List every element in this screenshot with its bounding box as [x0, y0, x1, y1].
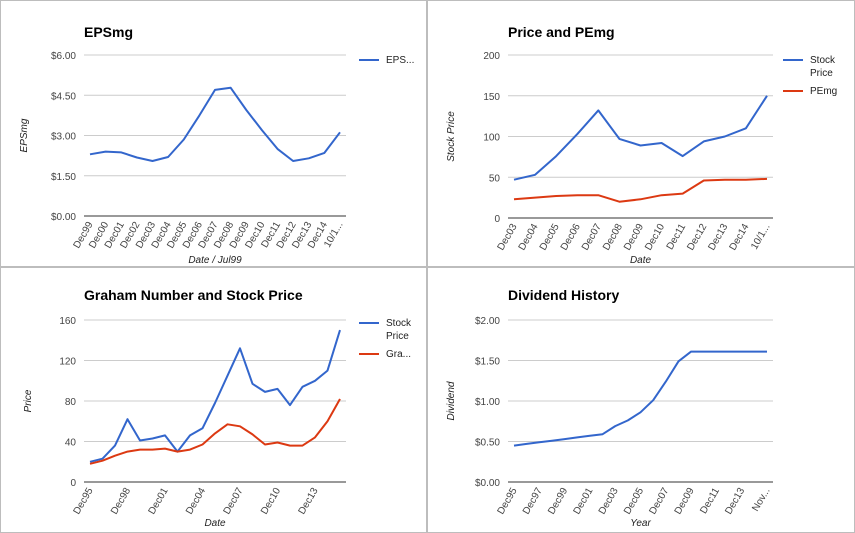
x-tick-label: Dec05 [622, 486, 646, 517]
chart-title: EPSmg [84, 24, 133, 40]
chart-title: Price and PEmg [508, 24, 615, 40]
y-tick-label: $1.00 [475, 397, 500, 408]
y-tick-label: 0 [494, 214, 500, 225]
x-axis-title: Date [630, 255, 652, 266]
series-line-0 [89, 86, 341, 162]
x-tick-label: Dec07 [647, 486, 671, 517]
y-tick-label: $1.50 [475, 357, 500, 368]
x-tick-label: Dec13 [297, 486, 321, 517]
x-tick-label: Dec10 [259, 486, 283, 517]
x-tick-label: Dec07 [222, 486, 246, 517]
y-tick-label: 150 [483, 92, 500, 103]
y-tick-label: $0.00 [51, 212, 76, 223]
x-tick-label: Dec03 [496, 222, 520, 253]
legend-label-0: Stock Price [386, 318, 412, 342]
x-tick-label: Dec98 [109, 486, 133, 517]
y-tick-label: 80 [65, 397, 77, 408]
y-tick-label: 50 [489, 173, 501, 184]
x-axis-title: Year [630, 518, 651, 529]
price-pe-chart-panel: Price and PEmg 0 50 100 150 200 Dec03 Dec04 Dec0… [427, 0, 855, 267]
x-tick-label: Nov... [750, 486, 772, 513]
x-tick-label: Dec01 [572, 486, 596, 517]
x-tick-label: Dec03 [597, 486, 621, 517]
y-tick-label: $3.00 [51, 132, 76, 143]
y-axis-title: EPSmg [19, 118, 30, 152]
x-tick-label: Dec04 [517, 222, 541, 253]
x-tick-label: Dec95 [496, 486, 520, 517]
x-tick-label: Dec13 [723, 486, 747, 517]
y-axis-title: Dividend [446, 381, 457, 420]
chart-title: Dividend History [508, 287, 619, 303]
x-tick-label: Dec07 [580, 222, 604, 253]
x-tick-label: Dec05 [538, 222, 562, 253]
x-tick-label: Dec04 [184, 486, 208, 517]
x-axis-title: Date [204, 518, 226, 529]
legend-label-0: Stock Price [810, 55, 836, 79]
y-tick-label: 0 [70, 478, 76, 489]
legend-label-1: PEmg [810, 86, 837, 97]
x-tick-label: Dec97 [521, 486, 545, 517]
series-line-0 [513, 95, 768, 181]
dividend-chart-panel: Dividend History $0.00 $0.50 $1.00 $1.50 $2.0… [427, 267, 855, 533]
y-tick-label: $1.50 [51, 172, 76, 183]
y-tick-label: $4.50 [51, 91, 76, 102]
x-tick-label: Dec09 [622, 222, 646, 253]
x-tick-label: Dec11 [698, 486, 722, 516]
chart-title: Graham Number and Stock Price [84, 287, 303, 303]
price-pe-chart: Price and PEmg050100150200Dec03Dec04Dec0… [446, 24, 837, 266]
x-tick-label: Dec01 [147, 486, 171, 517]
x-axis-title: Date / Jul99 [188, 255, 242, 266]
x-tick-label: 10/1... [749, 222, 772, 252]
x-tick-label: Dec12 [685, 222, 709, 253]
y-tick-label: $0.00 [475, 478, 500, 489]
y-tick-label: 40 [65, 438, 77, 449]
y-tick-label: 160 [59, 316, 76, 327]
legend-label-1: Gra... [386, 349, 411, 360]
series-line-1 [89, 398, 341, 465]
y-tick-label: $2.00 [475, 316, 500, 327]
x-tick-label: Dec06 [559, 222, 583, 253]
x-tick-label: Dec99 [546, 486, 570, 517]
y-tick-label: $6.00 [51, 51, 76, 62]
x-tick-label: Dec13 [706, 222, 730, 253]
series-line-0 [513, 350, 767, 447]
graham-chart-panel: Graham Number and Stock Price 0 40 80 120 160… [0, 267, 427, 533]
y-tick-label: 200 [483, 51, 500, 62]
legend-label-0: EPS... [386, 55, 414, 66]
series-line-1 [513, 177, 768, 203]
x-tick-label: Dec08 [601, 222, 625, 253]
dividend-chart: Dividend History $0.00 $0.50 $1.00 $1.50 $2.0… [446, 287, 773, 529]
series-line-0 [89, 329, 341, 463]
eps-chart: EPSmg$0.00$1.50$3.00$4.50$6.00Dec99Dec00… [19, 24, 414, 266]
y-tick-label: 100 [483, 133, 500, 144]
y-tick-label: 120 [59, 357, 76, 368]
x-tick-label: Dec14 [728, 222, 752, 253]
x-tick-label: Dec09 [673, 486, 697, 517]
x-tick-label: Dec10 [643, 222, 667, 253]
y-axis-title: Price [23, 389, 34, 412]
graham-chart: Graham Number and Stock Price 0 40 80 120 160… [23, 287, 412, 529]
y-tick-label: $0.50 [475, 438, 500, 449]
x-tick-label: Dec95 [72, 486, 96, 517]
eps-chart-panel: EPSmg $0.00 $1.50 $3.00 $4.50 $6.00 Dec99 Dec00… [0, 0, 427, 267]
y-axis-title: Stock Price [446, 111, 457, 162]
